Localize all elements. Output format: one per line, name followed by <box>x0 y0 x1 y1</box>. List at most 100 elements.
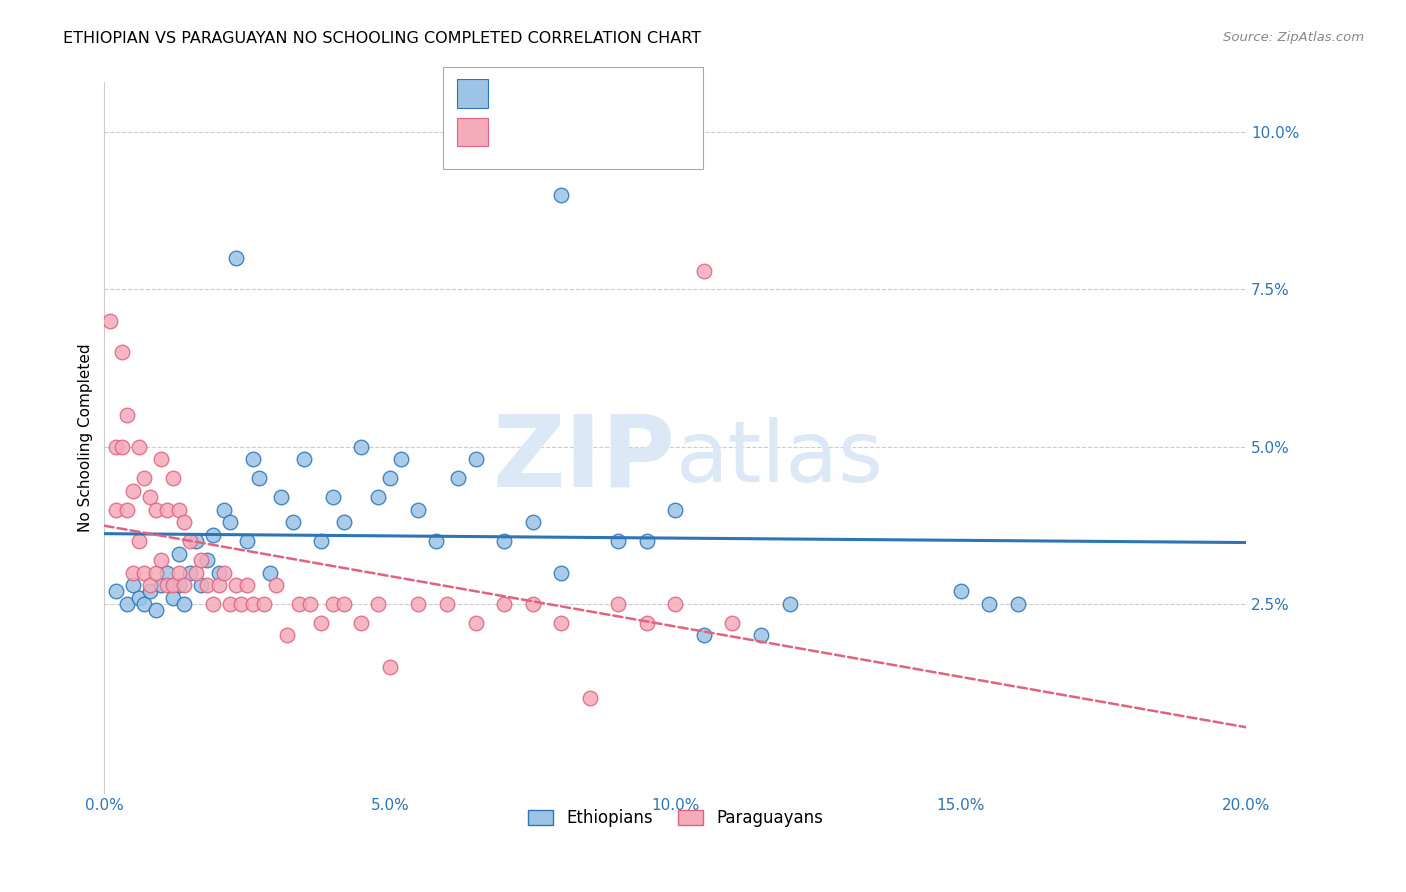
Point <box>207 566 229 580</box>
Point <box>104 502 127 516</box>
Point <box>979 597 1001 611</box>
Point <box>259 566 281 580</box>
Point <box>749 628 772 642</box>
Point <box>150 578 173 592</box>
Point <box>636 534 658 549</box>
Point <box>636 615 658 630</box>
Text: R = 0.179   N = 53: R = 0.179 N = 53 <box>496 85 654 103</box>
Point <box>231 597 253 611</box>
Point <box>350 440 373 454</box>
Text: ZIP: ZIP <box>492 410 675 507</box>
Point <box>311 615 333 630</box>
Point <box>128 591 150 605</box>
Point <box>607 597 630 611</box>
Point <box>104 584 127 599</box>
Point <box>607 534 630 549</box>
Point <box>173 578 195 592</box>
Point <box>167 566 190 580</box>
Point <box>98 314 121 328</box>
Point <box>550 188 572 202</box>
Point <box>225 578 247 592</box>
Point <box>110 345 132 359</box>
Point <box>367 490 389 504</box>
Point <box>167 578 190 592</box>
Point <box>298 597 321 611</box>
Point <box>122 483 145 498</box>
Point <box>550 615 572 630</box>
Point <box>550 566 572 580</box>
Point <box>145 502 167 516</box>
Point <box>247 471 270 485</box>
Point <box>494 534 516 549</box>
Point <box>207 578 229 592</box>
Point <box>270 490 292 504</box>
Text: Source: ZipAtlas.com: Source: ZipAtlas.com <box>1223 31 1364 45</box>
Point <box>236 578 259 592</box>
Point <box>721 615 744 630</box>
Point <box>389 452 412 467</box>
Point <box>201 528 224 542</box>
Point <box>242 597 264 611</box>
Point <box>145 566 167 580</box>
Point <box>949 584 972 599</box>
Point <box>139 578 162 592</box>
Point <box>264 578 287 592</box>
Point <box>128 534 150 549</box>
Point <box>190 578 212 592</box>
Point <box>104 440 127 454</box>
Point <box>195 553 218 567</box>
Point <box>122 566 145 580</box>
Point <box>350 615 373 630</box>
Point <box>139 584 162 599</box>
Point <box>578 691 600 706</box>
Point <box>378 660 401 674</box>
Point <box>167 502 190 516</box>
Point <box>134 471 156 485</box>
Point <box>162 471 184 485</box>
Point <box>214 502 236 516</box>
Point <box>214 566 236 580</box>
Point <box>156 578 179 592</box>
Point <box>367 597 389 611</box>
Point <box>333 515 356 529</box>
Point <box>311 534 333 549</box>
Point <box>150 553 173 567</box>
Point <box>664 502 686 516</box>
Point <box>522 515 544 529</box>
Point <box>408 597 430 611</box>
Point <box>447 471 470 485</box>
Point <box>219 597 242 611</box>
Point <box>201 597 224 611</box>
Text: ETHIOPIAN VS PARAGUAYAN NO SCHOOLING COMPLETED CORRELATION CHART: ETHIOPIAN VS PARAGUAYAN NO SCHOOLING COM… <box>63 31 702 46</box>
Point <box>115 409 138 423</box>
Point <box>179 534 201 549</box>
Y-axis label: No Schooling Completed: No Schooling Completed <box>79 343 93 532</box>
Point <box>139 490 162 504</box>
Point <box>693 263 716 277</box>
Point <box>184 566 207 580</box>
Text: R = 0.001   N = 62: R = 0.001 N = 62 <box>496 123 654 141</box>
Point <box>281 515 304 529</box>
Point <box>145 603 167 617</box>
Point <box>225 251 247 265</box>
Point <box>162 578 184 592</box>
Point <box>693 628 716 642</box>
Point <box>408 502 430 516</box>
Point <box>436 597 458 611</box>
Point <box>128 440 150 454</box>
Point <box>110 440 132 454</box>
Point <box>322 597 344 611</box>
Point <box>150 452 173 467</box>
Point <box>276 628 298 642</box>
Point <box>173 515 195 529</box>
Point <box>779 597 801 611</box>
Point <box>287 597 309 611</box>
Point <box>167 547 190 561</box>
Point <box>494 597 516 611</box>
Point <box>1007 597 1029 611</box>
Point <box>122 578 145 592</box>
Point <box>179 566 201 580</box>
Point <box>378 471 401 485</box>
Point <box>115 597 138 611</box>
Point <box>253 597 276 611</box>
